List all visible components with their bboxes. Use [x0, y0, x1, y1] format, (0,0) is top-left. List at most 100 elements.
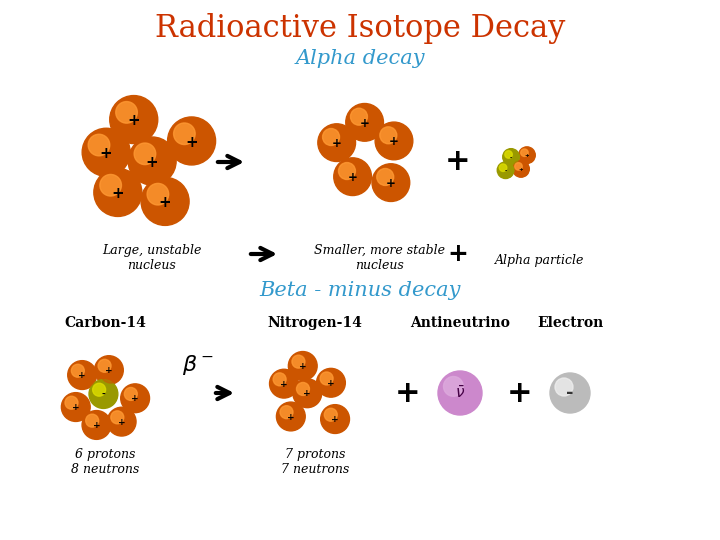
- Text: Beta - minus decay: Beta - minus decay: [259, 280, 461, 300]
- Circle shape: [67, 399, 89, 420]
- Text: +: +: [72, 403, 80, 412]
- Circle shape: [326, 410, 348, 432]
- Circle shape: [505, 151, 513, 158]
- Text: Radioactive Isotope Decay: Radioactive Isotope Decay: [155, 12, 565, 44]
- Text: +: +: [327, 379, 335, 388]
- Circle shape: [299, 384, 320, 406]
- Circle shape: [100, 174, 122, 196]
- Circle shape: [128, 137, 176, 185]
- Circle shape: [68, 361, 96, 389]
- Circle shape: [82, 410, 111, 440]
- Text: +: +: [105, 366, 113, 375]
- Circle shape: [141, 178, 189, 225]
- Text: +: +: [448, 242, 469, 266]
- Circle shape: [88, 134, 109, 156]
- Text: +: +: [299, 362, 307, 371]
- Circle shape: [324, 408, 337, 421]
- Circle shape: [95, 386, 117, 407]
- Text: Nitrogen-14: Nitrogen-14: [268, 316, 362, 330]
- Circle shape: [320, 372, 333, 385]
- Circle shape: [116, 102, 138, 123]
- Text: +: +: [348, 171, 358, 184]
- Circle shape: [522, 150, 534, 163]
- Text: +: +: [360, 117, 369, 130]
- Circle shape: [558, 381, 588, 411]
- Circle shape: [120, 105, 156, 141]
- Circle shape: [382, 130, 411, 158]
- Text: +: +: [112, 186, 124, 201]
- Text: +: +: [386, 177, 396, 190]
- Circle shape: [550, 373, 590, 413]
- Text: +: +: [287, 413, 294, 422]
- Text: Alpha particle: Alpha particle: [495, 254, 585, 267]
- Text: -: -: [102, 390, 105, 399]
- Circle shape: [447, 380, 480, 413]
- Circle shape: [100, 361, 122, 383]
- Circle shape: [273, 373, 286, 386]
- Circle shape: [73, 367, 95, 388]
- Circle shape: [375, 122, 413, 160]
- Circle shape: [113, 413, 135, 435]
- Circle shape: [351, 108, 367, 125]
- Circle shape: [297, 382, 310, 395]
- Circle shape: [276, 402, 305, 431]
- Text: +: +: [127, 113, 140, 129]
- Circle shape: [134, 143, 156, 165]
- Text: +: +: [78, 372, 86, 380]
- Text: Large, unstable
nucleus: Large, unstable nucleus: [102, 244, 202, 272]
- Circle shape: [513, 160, 529, 177]
- Circle shape: [380, 127, 397, 144]
- Text: +: +: [445, 147, 471, 177]
- Circle shape: [86, 414, 99, 427]
- Circle shape: [174, 123, 195, 145]
- Circle shape: [372, 164, 410, 201]
- Circle shape: [293, 379, 322, 408]
- Circle shape: [282, 408, 304, 429]
- Text: -: -: [566, 384, 574, 402]
- Text: 6 protons
8 neutrons: 6 protons 8 neutrons: [71, 448, 139, 476]
- Text: Electron: Electron: [537, 316, 603, 330]
- Circle shape: [294, 357, 315, 379]
- Circle shape: [89, 380, 118, 408]
- Circle shape: [320, 404, 349, 434]
- Text: +: +: [131, 395, 139, 403]
- Circle shape: [444, 376, 463, 396]
- Circle shape: [318, 124, 356, 161]
- Circle shape: [354, 111, 382, 139]
- Text: +: +: [507, 379, 533, 408]
- Circle shape: [82, 129, 130, 176]
- Text: 7 protons
7 neutrons: 7 protons 7 neutrons: [281, 448, 349, 476]
- Circle shape: [275, 375, 297, 396]
- Circle shape: [518, 147, 535, 164]
- Text: Smaller, more stable
nucleus: Smaller, more stable nucleus: [315, 244, 446, 272]
- Circle shape: [138, 146, 174, 183]
- Text: +: +: [303, 389, 311, 399]
- Circle shape: [377, 168, 394, 185]
- Circle shape: [125, 388, 138, 401]
- Circle shape: [346, 104, 384, 141]
- Circle shape: [379, 171, 408, 200]
- Text: +: +: [332, 137, 341, 150]
- Circle shape: [498, 162, 514, 179]
- Circle shape: [168, 117, 215, 165]
- Circle shape: [65, 396, 78, 409]
- Circle shape: [71, 364, 84, 377]
- Circle shape: [334, 158, 372, 195]
- Circle shape: [61, 393, 90, 421]
- Circle shape: [280, 406, 293, 419]
- Circle shape: [506, 152, 518, 165]
- Text: Antineutrino: Antineutrino: [410, 316, 510, 330]
- Circle shape: [292, 355, 305, 368]
- Text: +: +: [118, 418, 125, 427]
- Circle shape: [150, 187, 186, 223]
- Text: -: -: [505, 168, 507, 173]
- Circle shape: [107, 407, 136, 436]
- Circle shape: [516, 164, 528, 177]
- Text: +: +: [93, 421, 100, 430]
- Circle shape: [503, 148, 519, 165]
- Circle shape: [91, 138, 127, 174]
- Circle shape: [127, 390, 148, 411]
- Text: +: +: [395, 379, 420, 408]
- Circle shape: [94, 356, 123, 384]
- Text: +: +: [389, 136, 399, 148]
